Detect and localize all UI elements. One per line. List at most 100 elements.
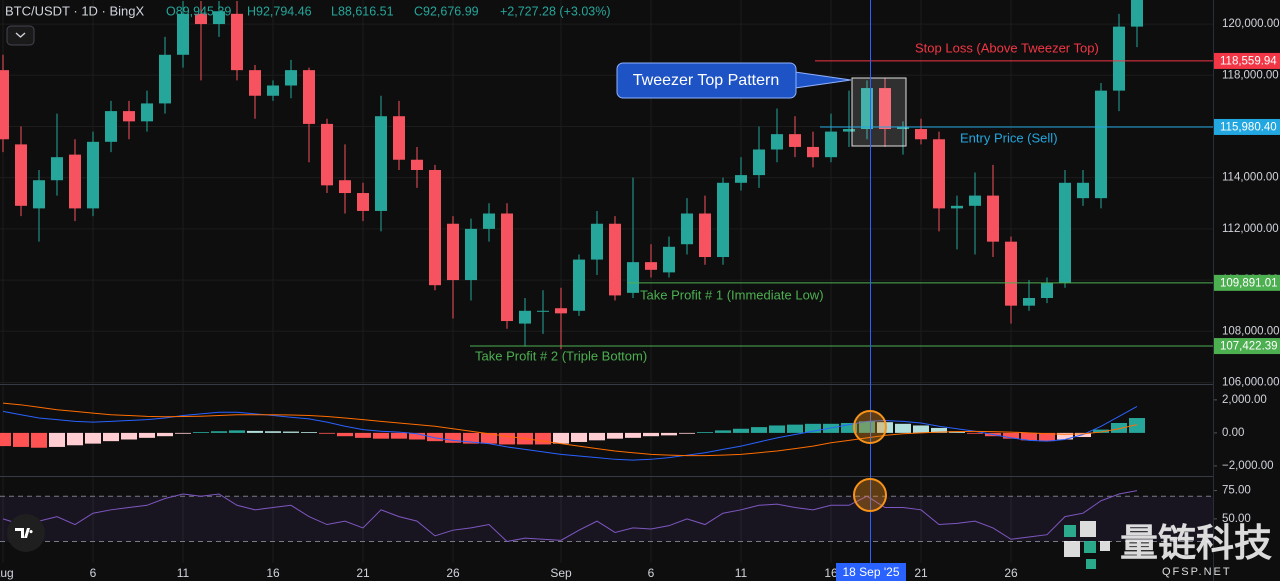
macd-histogram-bar (319, 432, 335, 434)
macd-line (2, 406, 1138, 461)
macd-histogram-bar (409, 432, 425, 440)
candle-body (573, 259, 585, 311)
candle-body (843, 129, 855, 132)
macd-histogram-bar (697, 432, 713, 433)
y-tick-label: 106,000.00 (1222, 376, 1280, 388)
candle-body (933, 139, 945, 209)
y-tick-label: 112,000.00 (1222, 223, 1279, 235)
macd-histogram-bar (265, 431, 281, 433)
candle-body (393, 116, 405, 160)
candle-body (807, 146, 819, 158)
candle-body (0, 70, 9, 140)
crosshair-label: 18 Sep '25 (842, 565, 899, 579)
macd-histogram-bar (67, 432, 83, 446)
macd-histogram-bar (499, 432, 515, 445)
x-tick-label: 16 (266, 566, 280, 580)
candle-body (879, 88, 891, 130)
callout-box (616, 62, 797, 99)
candle-body (987, 195, 999, 242)
candle-body (465, 228, 477, 281)
macd-histogram-bar (1093, 429, 1109, 433)
candle-body (1077, 182, 1089, 199)
rsi-tick-label: 50.00 (1222, 513, 1251, 525)
macd-histogram-bar (31, 432, 47, 448)
macd-histogram-bar (49, 432, 65, 447)
watermark-icon (1080, 521, 1096, 537)
level-price-tag (1214, 274, 1280, 291)
candle-body (1005, 241, 1017, 306)
candle-body (501, 213, 513, 322)
x-tick-label: 6 (648, 566, 655, 580)
macd-histogram-bar (337, 432, 353, 437)
candle-body (357, 193, 369, 211)
macd-histogram-bar (787, 424, 803, 433)
watermark-icon (1100, 541, 1110, 551)
candle-body (321, 123, 333, 186)
level-price-tag (1214, 52, 1280, 69)
macd-histogram-bar (931, 427, 947, 433)
macd-histogram-bar (121, 432, 137, 440)
macd-histogram-bar (427, 432, 443, 442)
candle-body (483, 213, 495, 229)
candle-body (141, 103, 153, 122)
candle-body (969, 195, 981, 206)
macd-histogram-bar (1129, 418, 1145, 433)
candle-body (1059, 182, 1071, 283)
candle-body (429, 169, 441, 286)
level-price-label: 107,422.39 (1220, 341, 1278, 353)
x-tick-label: Aug (0, 566, 14, 580)
level-price-label: 115,980.40 (1220, 121, 1277, 133)
candle-body (159, 54, 171, 104)
candle-body (195, 13, 207, 25)
macd-histogram-bar (445, 432, 461, 443)
candle-body (375, 116, 387, 211)
candle-body (915, 129, 927, 140)
signal-line (2, 402, 1138, 457)
macd-histogram-bar (841, 422, 857, 433)
candle-body (87, 141, 99, 209)
candle-body (663, 246, 675, 273)
crosshair-label-bg (836, 563, 906, 581)
macd-histogram-bar (103, 432, 119, 442)
macd-histogram-bar (805, 423, 821, 433)
watermark-icon (1064, 525, 1076, 537)
candle-body (627, 262, 639, 293)
macd-histogram-bar (139, 432, 155, 438)
watermark-icon (1064, 541, 1080, 557)
ohlc-value: L88,616.51 (331, 4, 394, 18)
macd-histogram-bar (679, 432, 695, 434)
candle-body (1095, 90, 1107, 199)
ohlc-value: O89,945.39 (166, 4, 231, 18)
candle-body (123, 111, 135, 122)
x-tick-label: 6 (90, 566, 97, 580)
watermark-site: QFSP.NET (1162, 566, 1232, 578)
macd-histogram-bar (247, 430, 263, 433)
candle-body (825, 131, 837, 158)
callout-text: Tweezer Top Pattern (633, 72, 779, 89)
candle-body (15, 144, 27, 206)
candle-body (771, 134, 783, 150)
macd-histogram-bar (85, 432, 101, 444)
x-tick-label: 26 (1004, 566, 1018, 580)
macd-histogram-bar (751, 427, 767, 433)
ohlc-value: H92,794.46 (247, 4, 312, 18)
candle-body (249, 70, 261, 96)
candle-body (591, 223, 603, 260)
candle-body (897, 126, 909, 130)
highlight-circle (853, 478, 887, 512)
level-price-tag (1214, 118, 1280, 135)
macd-histogram-bar (373, 432, 389, 439)
collapse-button[interactable] (6, 25, 35, 46)
candle-body (177, 13, 189, 55)
tv-logo-mark (15, 528, 33, 538)
candle-body (951, 205, 963, 209)
macd-histogram-bar (0, 432, 11, 447)
y-tick-label: 118,000.00 (1222, 69, 1279, 81)
candle-body (411, 159, 423, 170)
macd-histogram-bar (895, 423, 911, 433)
price-pane (0, 0, 1143, 350)
macd-histogram-bar (13, 432, 29, 447)
macd-histogram-bar (859, 421, 875, 433)
candle-body (645, 262, 657, 270)
candle-body (717, 182, 729, 258)
